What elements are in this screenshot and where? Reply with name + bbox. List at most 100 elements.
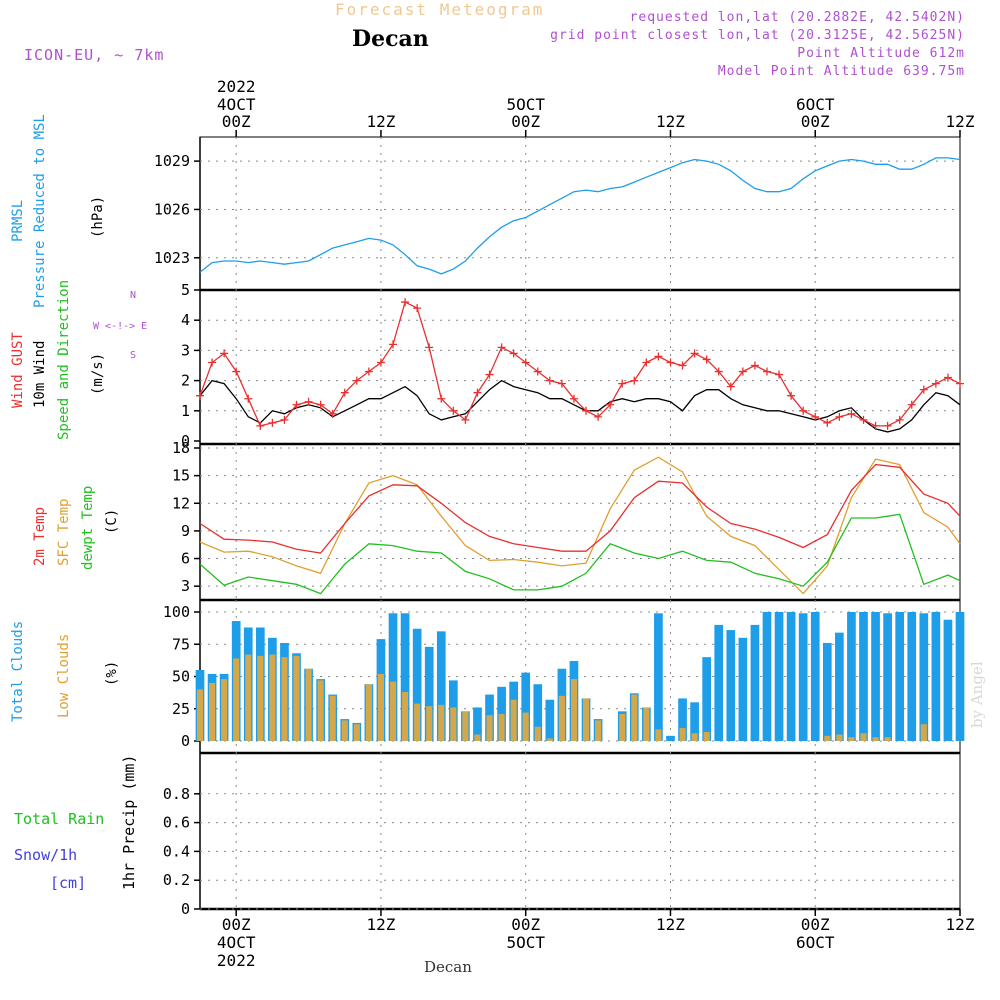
wind-gust-marker — [847, 409, 856, 418]
y-tick-label: 0.4 — [163, 842, 190, 860]
compass-s: S — [130, 350, 137, 361]
y-tick-label: 9 — [181, 522, 190, 540]
low-cloud-bar — [341, 720, 348, 741]
wind-gust-marker — [509, 349, 518, 358]
wind-gust-marker — [256, 421, 265, 430]
bottom-time-year: 2022 — [217, 951, 256, 970]
wind-gust-marker — [666, 358, 675, 367]
top-time-hour: 12Z — [946, 112, 975, 131]
low-cloud-bar — [474, 734, 481, 741]
y-tick-label: 15 — [172, 467, 190, 485]
wind-gust-marker — [352, 376, 361, 385]
wind-gust-marker — [533, 367, 542, 376]
y-tick-label: 6 — [181, 550, 190, 568]
wind-gust-marker — [811, 412, 820, 421]
wind-gust-marker — [569, 394, 578, 403]
low-cloud-bar — [305, 668, 312, 741]
low-cloud-bar — [522, 712, 529, 741]
wind-gust-marker — [823, 418, 832, 427]
low-cloud-bar — [281, 657, 288, 741]
wind-gust-marker — [413, 304, 422, 313]
total-cloud-bar — [545, 699, 555, 741]
gridpoint-coords: grid point closest lon,lat (20.3125E, 42… — [550, 28, 965, 43]
wind-gust-marker — [485, 370, 494, 379]
panel-frame-wind — [199, 289, 961, 445]
y-tick-label: 1023 — [154, 249, 190, 267]
total-cloud-bar — [702, 657, 712, 741]
wind-gust-marker — [220, 349, 229, 358]
total-cloud-bar — [473, 707, 482, 741]
top-time-hour: 00Z — [801, 112, 830, 131]
wind-gust-marker — [606, 400, 615, 409]
compass-n: N — [130, 290, 137, 301]
wind-gust-marker — [618, 379, 627, 388]
wind-gust-marker — [557, 379, 566, 388]
y-tick-label: 50 — [172, 668, 190, 686]
total-cloud-bar — [436, 631, 446, 741]
top-time-hour: 00Z — [511, 112, 540, 131]
wind-gust-marker — [642, 358, 651, 367]
wind-gust-marker — [943, 373, 952, 382]
wind-gust-marker — [630, 376, 639, 385]
low-cloud-bar — [426, 706, 433, 741]
low-cloud-bar — [582, 698, 590, 741]
total-cloud-bar — [847, 612, 856, 741]
bottom-time-hour: 12Z — [366, 915, 395, 934]
top-time-date: 5OCT — [506, 95, 545, 114]
wind-gust-marker — [750, 361, 759, 370]
wind-gust-marker — [654, 352, 663, 361]
wind-gust-marker — [594, 412, 603, 421]
bottom-time-hour: 00Z — [511, 915, 540, 934]
y-tick-label: 12 — [172, 494, 190, 512]
bottom-time-date: 6OCT — [796, 933, 835, 952]
bottom-time-hour: 12Z — [946, 915, 975, 934]
location-title: Decan — [352, 26, 429, 52]
low-cloud-bar — [631, 694, 638, 741]
wind-gust-series-line — [199, 301, 961, 427]
total-cloud-bar — [907, 612, 917, 741]
wind-gust-marker — [678, 361, 687, 370]
wind-gust-marker — [328, 409, 337, 418]
precip-snow-label: Snow/1h — [14, 846, 78, 864]
total-cloud-bar — [786, 612, 796, 741]
low-cloud-bar — [377, 673, 384, 741]
total-cloud-bar — [955, 612, 965, 741]
panel-frame-precip — [199, 752, 961, 910]
top-time-hour: 12Z — [366, 112, 395, 131]
total-cloud-bar — [400, 613, 410, 741]
total-cloud-bar — [943, 619, 953, 741]
low-cloud-bar — [221, 679, 228, 741]
wind-gust-marker — [232, 367, 241, 376]
y-tick-label: 0.8 — [163, 785, 190, 803]
y-tick-label: 75 — [172, 635, 190, 653]
low-cloud-bar — [414, 703, 421, 741]
precip-snow-unit: [cm] — [50, 874, 87, 892]
low-cloud-bar — [884, 737, 891, 741]
y-tick-label: 0 — [181, 900, 190, 918]
total-cloud-bar — [798, 613, 808, 741]
bottom-time-hour: 00Z — [801, 915, 830, 934]
low-cloud-bar — [655, 729, 662, 741]
total-cloud-bar — [895, 612, 905, 741]
wind-gust-marker — [907, 400, 916, 409]
total-cloud-bar — [762, 612, 772, 741]
total-cloud-bar — [859, 612, 868, 741]
low-cloud-bar — [209, 682, 216, 741]
total-cloud-bar — [835, 632, 844, 741]
y-tick-label: 4 — [181, 311, 190, 329]
wind-gust-marker — [775, 370, 784, 379]
y-tick-label: 3 — [181, 341, 190, 359]
wind-gust-marker — [389, 340, 398, 349]
wind-gust-marker — [304, 397, 313, 406]
low-cloud-bar — [329, 695, 336, 741]
low-cloud-bar — [353, 724, 360, 741]
wind-gust-marker — [931, 379, 940, 388]
wind-gust-marker — [244, 394, 253, 403]
y-tick-label: 0.2 — [163, 871, 190, 889]
total-cloud-bar — [388, 613, 398, 741]
top-time-date: 6OCT — [796, 95, 835, 114]
total-cloud-bar — [774, 612, 784, 741]
wind-gust-marker — [726, 382, 735, 391]
low-cloud-bar — [691, 733, 698, 741]
wind-gust-marker — [376, 358, 385, 367]
